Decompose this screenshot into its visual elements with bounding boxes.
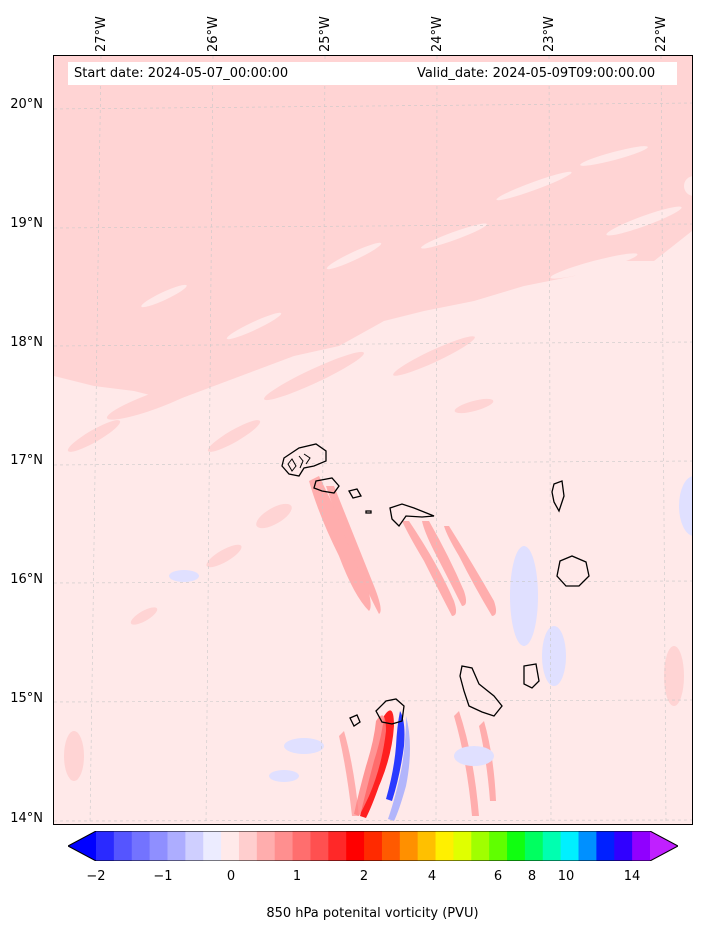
lon-label-27w: 27°W: [94, 16, 109, 52]
pv-field-map: [54, 56, 692, 824]
colorbar-segment: [113, 831, 133, 861]
colorbar-segment: [292, 831, 311, 861]
colorbar-segment: [417, 831, 437, 861]
colorbar-segment: [131, 831, 151, 861]
colorbar-segment: [238, 831, 258, 861]
lat-label-15n: 15°N: [10, 691, 43, 706]
cb-tick-8: 8: [527, 869, 537, 884]
colorbar-segment: [221, 831, 240, 861]
colorbar-segment: [203, 831, 222, 861]
cb-tick-1: 1: [292, 869, 302, 884]
cb-tick-4: 4: [427, 869, 437, 884]
colorbar-segment: [149, 831, 168, 861]
negative-pv-plume: [386, 711, 405, 801]
colorbar-segment: [524, 831, 544, 861]
coastlines: [281, 443, 590, 727]
colorbar-segment: [364, 831, 383, 861]
colorbar-segment: [256, 831, 276, 861]
colorbar-segment: [185, 831, 204, 861]
island-santa-luzia: [348, 488, 362, 499]
map-panel: [53, 55, 693, 825]
colorbar-segment: [596, 831, 615, 861]
start-date-label: Start date: 2024-05-07_00:00:00: [74, 66, 289, 81]
lon-label-22w: 22°W: [654, 16, 669, 52]
colorbar-segment: [453, 831, 472, 861]
colorbar-segment: [167, 831, 186, 861]
colorbar-segment: [274, 831, 294, 861]
lat-label-18n: 18°N: [10, 335, 43, 350]
south-pink-patches: [64, 336, 684, 781]
coastline-details: [287, 453, 311, 472]
lat-label-20n: 20°N: [10, 97, 43, 112]
lat-label-17n: 17°N: [10, 453, 43, 468]
island-boa-vista: [556, 555, 590, 587]
colorbar-segment: [489, 831, 508, 861]
colorbar-segment: [507, 831, 526, 861]
cb-tick-6: 6: [493, 869, 503, 884]
cb-tick-14: 14: [623, 869, 641, 884]
island-santiago: [459, 665, 503, 717]
colorbar-label: 850 hPa potenital vorticity (PVU): [266, 906, 479, 921]
colorbar-segment: [578, 831, 597, 861]
moderate-positive-plume: [354, 715, 386, 816]
lon-label-24w: 24°W: [430, 16, 445, 52]
gridlines: [54, 56, 692, 824]
colorbar-segment: [560, 831, 580, 861]
cb-tick-0: 0: [226, 869, 236, 884]
colorbar: [68, 831, 678, 861]
lon-label-25w: 25°W: [318, 16, 333, 52]
lat-label-19n: 19°N: [10, 216, 43, 231]
colorbar-segment: [346, 831, 365, 861]
colorbar-extend-max: [650, 831, 678, 861]
islet: [365, 510, 372, 514]
lat-label-16n: 16°N: [10, 572, 43, 587]
colorbar-segment: [381, 831, 401, 861]
island-sao-nicolau: [389, 503, 435, 528]
weak-negative-plume: [388, 716, 410, 821]
colorbar-segment: [614, 831, 633, 861]
north-pv-region: [54, 56, 692, 401]
colorbar-segment: [632, 831, 651, 861]
colorbar-segment: [310, 831, 329, 861]
valid-date-label: Valid_date: 2024-05-09T09:00:00.00: [417, 66, 656, 81]
cb-tick-minus2: −2: [86, 869, 106, 884]
island-santo-antao: [281, 443, 327, 477]
colorbar-segment: [471, 831, 490, 861]
lat-label-14n: 14°N: [10, 811, 43, 826]
island-brava: [349, 714, 361, 727]
lon-label-26w: 26°W: [206, 16, 221, 52]
colorbar-segment: [435, 831, 454, 861]
cb-tick-minus1: −1: [153, 869, 173, 884]
island-sal: [551, 480, 565, 513]
lon-label-23w: 23°W: [542, 16, 557, 52]
colorbar-segment: [328, 831, 347, 861]
colorbar-segment: [542, 831, 562, 861]
cb-tick-10: 10: [557, 869, 575, 884]
weak-negative-patches: [169, 476, 692, 782]
colorbar-extend-min: [68, 831, 96, 861]
island-sao-vicente: [313, 477, 340, 494]
island-fogo: [375, 698, 405, 725]
island-maio: [523, 663, 540, 689]
north-light-patches: [141, 146, 692, 340]
colorbar-segment: [96, 831, 115, 861]
cb-tick-2: 2: [359, 869, 369, 884]
header-bar: [68, 62, 677, 85]
colorbar-segment: [399, 831, 419, 861]
